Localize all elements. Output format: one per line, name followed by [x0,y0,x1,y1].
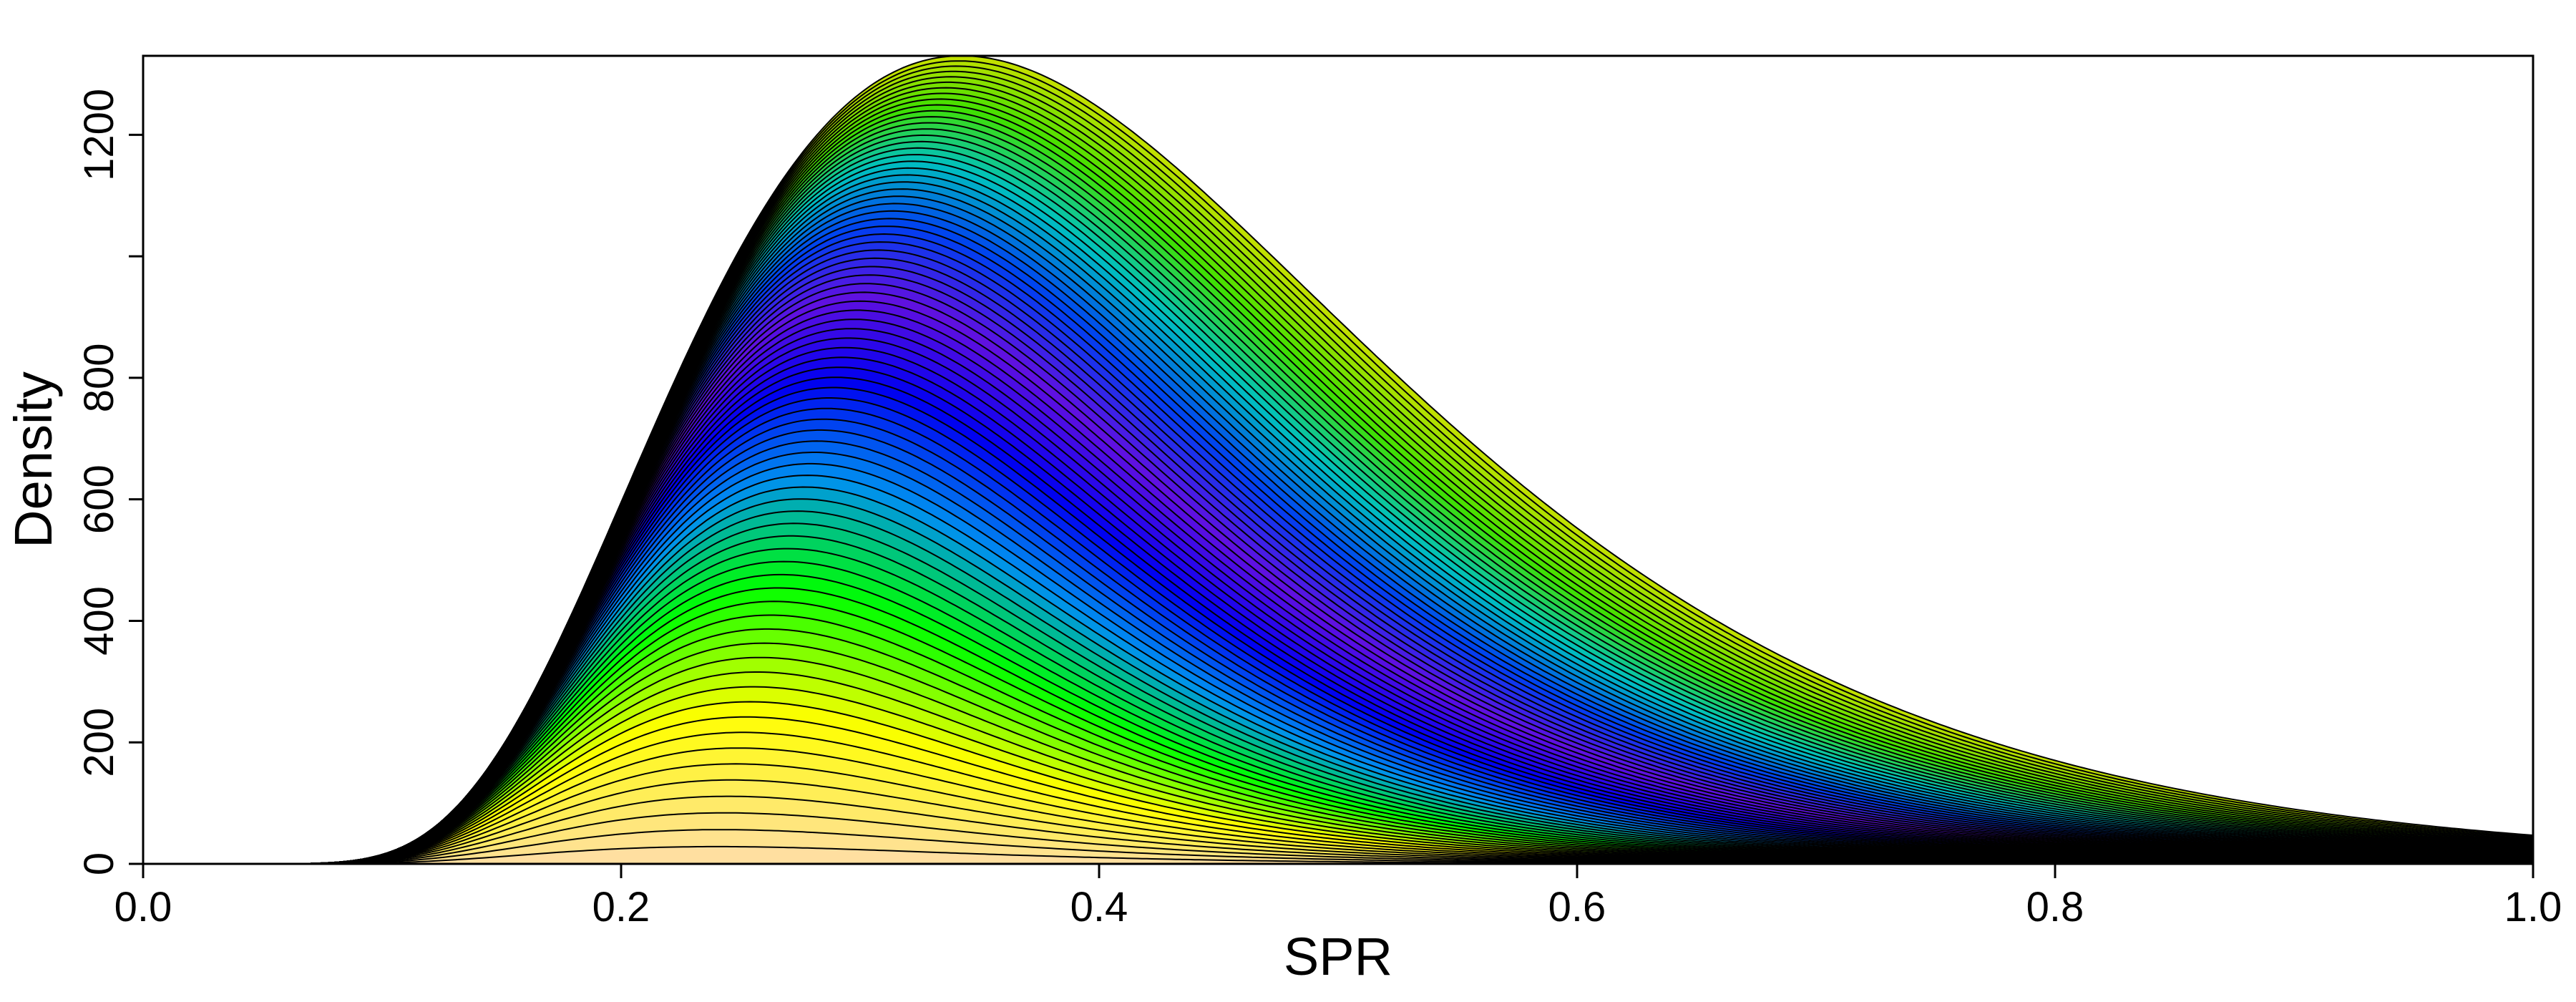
y-tick-label: 1200 [76,89,122,181]
x-tick-label: 0.0 [114,884,172,930]
y-tick-label: 600 [76,464,122,534]
x-tick-label: 0.6 [1548,884,1606,930]
y-axis: 0 200 400 600 800 1200 [76,89,145,875]
density-layers [143,54,2534,865]
y-tick-label: 200 [76,708,122,777]
x-tick-label: 0.4 [1070,884,1128,930]
x-axis: 0.0 0.2 0.4 0.6 0.8 1.0 [114,862,2562,930]
x-axis-title: SPR [1284,927,1392,986]
y-tick-label: 800 [76,344,122,413]
y-tick-label: 400 [76,586,122,656]
x-tick-label: 0.2 [592,884,650,930]
y-tick-label: 0 [76,852,122,875]
x-tick-label: 0.8 [2026,884,2084,930]
x-tick-label: 1.0 [2504,884,2562,930]
y-axis-title: Density [4,371,63,548]
